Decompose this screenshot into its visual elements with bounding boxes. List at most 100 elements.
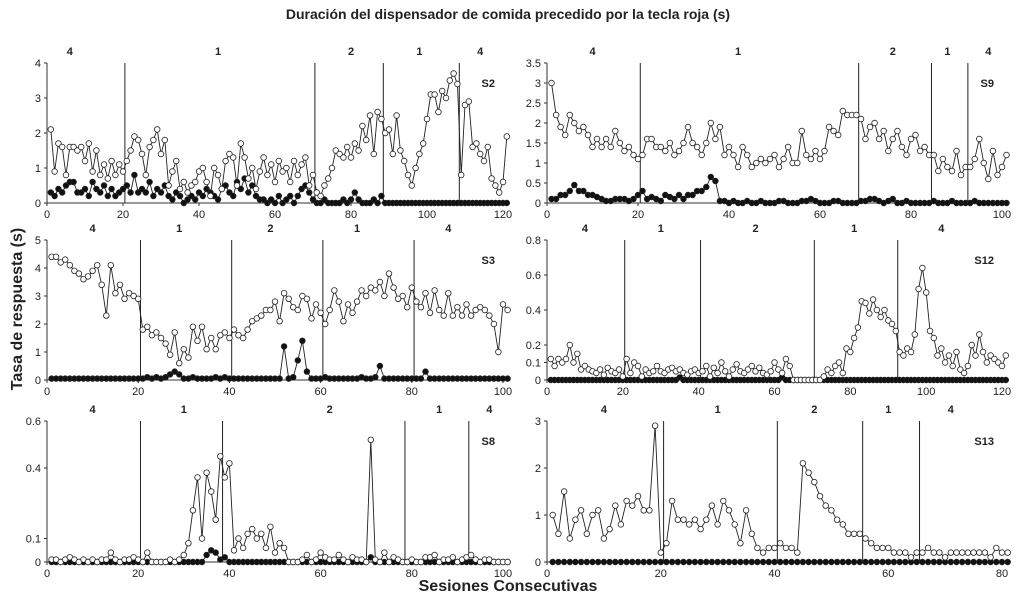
data-point-open	[394, 295, 402, 302]
data-point-open	[593, 135, 601, 143]
data-point-open	[853, 111, 860, 119]
data-point-open	[662, 147, 669, 155]
data-point-open	[226, 334, 233, 342]
data-point-filled	[595, 558, 602, 566]
data-point-open	[924, 544, 932, 552]
data-point-open	[244, 326, 251, 333]
data-point-open	[600, 535, 608, 542]
data-point-open	[504, 558, 511, 566]
data-point-open	[839, 107, 846, 115]
data-point-open	[912, 131, 919, 139]
data-point-open	[276, 540, 283, 547]
x-tick-label: 20	[617, 386, 629, 398]
y-tick-label: 1.5	[526, 138, 541, 150]
data-point-filled	[889, 195, 896, 203]
data-point-open	[194, 337, 201, 344]
data-point-open	[445, 290, 452, 297]
phase-label: 1	[354, 223, 360, 235]
data-point-open	[885, 147, 892, 155]
x-axis-label: Sesiones Consecutivas	[418, 578, 598, 595]
data-point-open	[81, 157, 89, 165]
data-point-filled	[127, 189, 134, 196]
data-point-open	[612, 502, 619, 509]
data-point-open	[267, 306, 274, 314]
series-line-filled	[51, 340, 508, 380]
panel-s3: 0 1 2 3 4 5 0 20 40 60 80 100 4 1 2 1 4 S3	[35, 223, 512, 398]
data-point-open	[185, 354, 192, 361]
data-point-open	[873, 306, 881, 314]
y-tick-label: 2	[35, 319, 41, 331]
data-point-open	[363, 292, 370, 300]
data-point-open	[372, 287, 379, 294]
data-point-open	[404, 304, 411, 311]
data-point-open	[812, 147, 819, 155]
phase-label: 2	[348, 46, 354, 58]
y-tick-label: 0.6	[526, 270, 541, 282]
data-point-filled	[686, 558, 693, 566]
data-point-open	[873, 544, 881, 552]
data-point-filled	[198, 558, 206, 566]
phase-label: 2	[890, 46, 896, 58]
data-point-filled	[822, 558, 829, 566]
data-point-open	[930, 334, 937, 342]
data-point-open	[577, 507, 585, 514]
data-point-open	[121, 295, 128, 302]
data-point-filled	[947, 558, 954, 566]
data-point-filled	[351, 189, 358, 196]
data-point-open	[153, 126, 161, 133]
y-tick-label: 0.1	[26, 534, 41, 546]
data-point-open	[941, 554, 949, 561]
data-point-filled	[378, 192, 385, 200]
x-tick-label: 0	[44, 209, 50, 221]
data-point-open	[326, 306, 333, 314]
data-point-open	[442, 94, 450, 102]
data-point-open	[303, 551, 311, 559]
data-point-filled	[629, 558, 636, 566]
data-point-open	[127, 147, 134, 154]
data-point-open	[85, 140, 92, 147]
data-point-open	[957, 171, 965, 179]
data-point-open	[214, 171, 222, 179]
data-point-open	[939, 155, 947, 163]
data-point-filled	[1003, 199, 1010, 207]
phase-label: 4	[601, 404, 608, 416]
data-point-filled	[146, 178, 153, 186]
data-point-filled	[212, 549, 219, 556]
data-point-open	[976, 331, 983, 338]
y-tick-label: 0.4	[26, 463, 41, 475]
y-tick-label: 0	[535, 198, 541, 210]
data-point-filled	[714, 558, 721, 566]
data-point-filled	[868, 558, 875, 566]
data-point-filled	[634, 191, 642, 199]
x-tick-label: 100	[494, 386, 512, 398]
data-point-open	[725, 143, 733, 151]
data-point-open	[440, 312, 447, 319]
data-point-open	[436, 306, 443, 314]
data-point-open	[108, 157, 115, 165]
x-tick-label: 20	[132, 568, 144, 580]
data-point-open	[210, 164, 218, 172]
data-point-open	[967, 163, 974, 171]
data-point-open	[571, 119, 578, 127]
data-point-open	[625, 143, 633, 151]
data-point-open	[803, 151, 810, 159]
data-point-filled	[417, 375, 425, 382]
data-point-open	[616, 139, 623, 147]
data-point-open	[322, 320, 329, 328]
data-point-filled	[748, 558, 755, 566]
data-point-filled	[754, 558, 761, 566]
data-point-open	[807, 155, 815, 163]
data-point-open	[888, 320, 896, 328]
data-point-open	[971, 155, 978, 163]
data-point-open	[885, 544, 892, 552]
data-point-open	[171, 329, 178, 336]
data-point-filled	[634, 558, 642, 566]
y-tick-label: 0.8	[526, 235, 541, 247]
data-point-filled	[108, 185, 115, 193]
data-point-open	[934, 352, 941, 359]
data-point-filled	[303, 368, 311, 375]
data-point-filled	[191, 196, 199, 203]
data-point-open	[548, 79, 555, 87]
data-point-open	[653, 362, 661, 370]
data-point-filled	[885, 558, 892, 566]
